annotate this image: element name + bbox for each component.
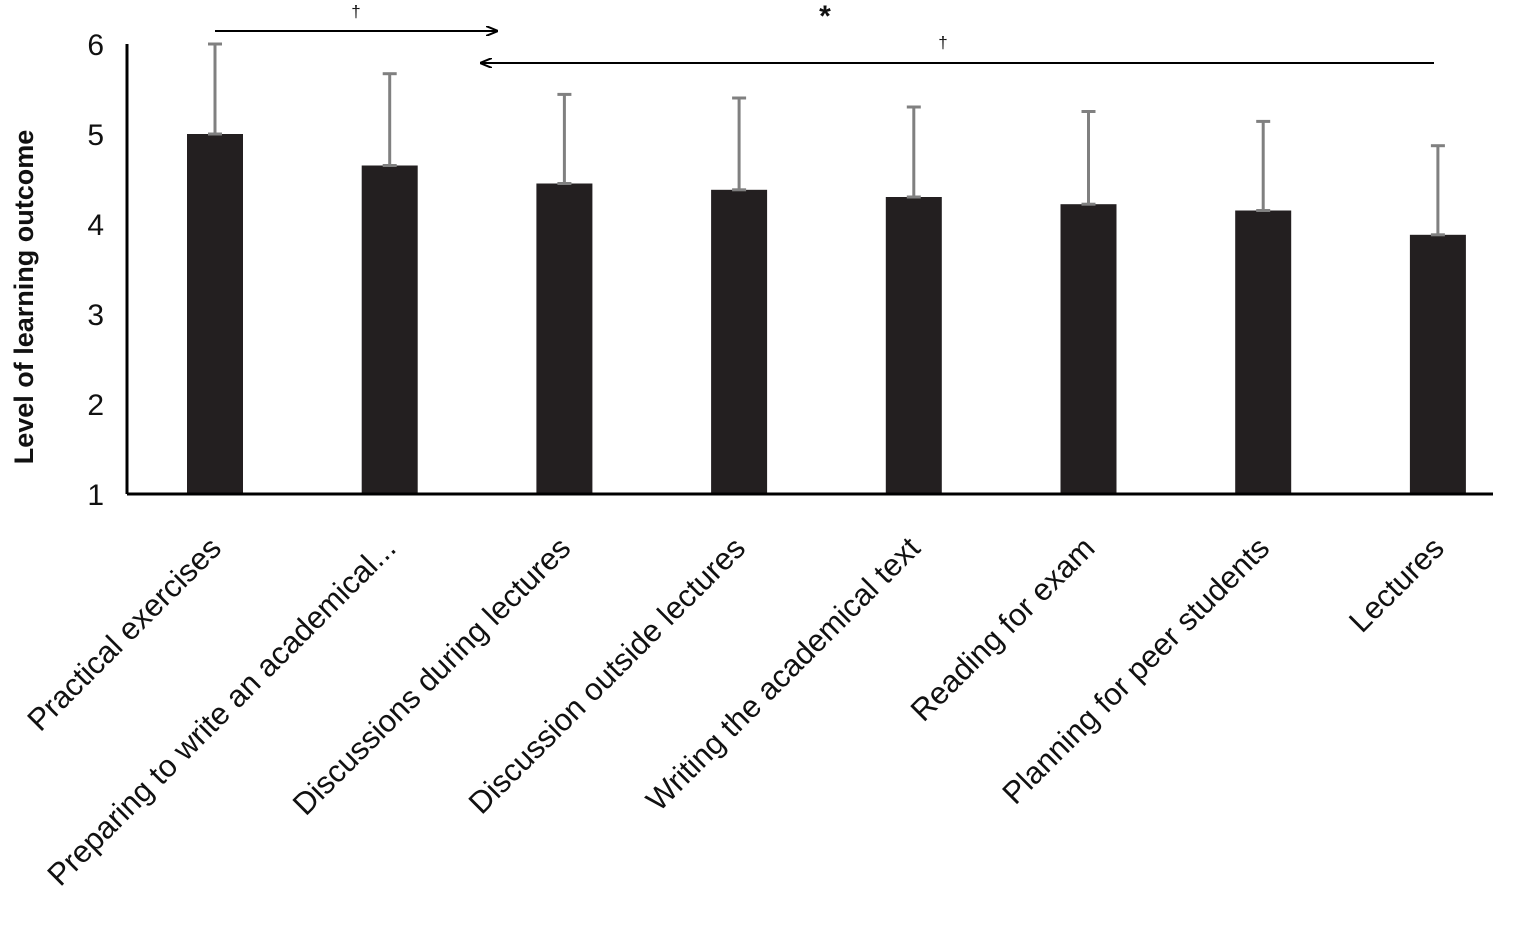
error-bar-7 — [1430, 144, 1445, 237]
error-bar-2 — [557, 92, 572, 185]
x-category-label-5: Reading for exam — [904, 530, 1102, 728]
x-category-label-2: Discussions during lectures — [286, 530, 578, 822]
error-bar-5 — [1081, 110, 1096, 206]
y-tick-label-4: 4 — [87, 209, 104, 242]
bar-5 — [1060, 204, 1117, 494]
bar-6 — [1235, 210, 1292, 494]
y-tick-label-2: 2 — [87, 389, 104, 422]
x-category-label-4: Writing the academical text — [639, 530, 927, 818]
bar-3 — [711, 189, 768, 495]
bar-7 — [1409, 234, 1466, 495]
x-category-label-7: Lectures — [1342, 530, 1451, 639]
error-bar-1 — [382, 72, 397, 167]
error-bar-4 — [906, 105, 921, 199]
bar-0 — [187, 134, 243, 494]
significance-dagger-1: † — [351, 2, 360, 21]
significance-star: * — [819, 0, 831, 33]
bar-1 — [361, 165, 418, 494]
significance-dagger-2: † — [938, 33, 947, 52]
y-axis-label: Level of learning outcome — [9, 130, 39, 465]
error-bar-3 — [732, 96, 747, 192]
y-tick-label-6: 6 — [87, 29, 104, 62]
error-bar-6 — [1256, 119, 1271, 212]
x-category-label-1: Preparing to write an academical... — [40, 530, 402, 892]
bar-2 — [536, 183, 593, 494]
error-bar-0 — [208, 42, 222, 136]
bar-4 — [885, 197, 942, 494]
x-category-label-0: Practical exercises — [20, 530, 227, 737]
y-tick-label-5: 5 — [87, 119, 104, 152]
x-category-label-3: Discussion outside lectures — [462, 530, 752, 820]
y-tick-label-3: 3 — [87, 299, 104, 332]
y-tick-label-1: 1 — [87, 479, 104, 512]
